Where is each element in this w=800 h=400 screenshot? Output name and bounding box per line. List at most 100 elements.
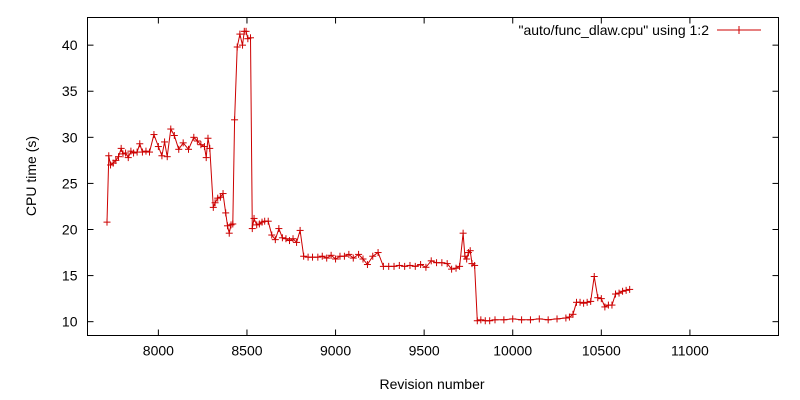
y-tick-label: 20	[62, 222, 78, 238]
data-point	[103, 218, 111, 226]
data-point	[395, 261, 403, 269]
plot-frame	[87, 17, 779, 336]
data-point	[175, 145, 183, 153]
data-point	[271, 236, 279, 244]
data-point	[318, 252, 326, 260]
data-point	[443, 260, 451, 268]
data-point	[264, 217, 272, 225]
data-point	[222, 209, 230, 217]
legend-marker	[735, 26, 743, 34]
y-axis: 10 15 20 25 30 35 40	[62, 37, 779, 330]
data-point	[242, 27, 250, 35]
x-tick-label: 10000	[493, 343, 532, 359]
legend-label: "auto/func_dlaw.cpu" using 1:2	[518, 22, 709, 38]
data-point	[576, 298, 584, 306]
data-point	[340, 252, 348, 260]
data-point	[136, 140, 144, 148]
data-point	[197, 141, 205, 149]
data-point	[390, 262, 398, 270]
data-point	[355, 250, 363, 258]
data-point	[619, 287, 627, 295]
data-point	[448, 265, 456, 273]
data-point	[219, 190, 227, 198]
data-point	[233, 43, 241, 51]
data-point	[193, 137, 201, 145]
y-tick-label: 10	[62, 314, 78, 330]
data-point	[105, 152, 113, 160]
data-point	[250, 214, 258, 222]
data-point	[509, 315, 517, 323]
data-point	[374, 249, 382, 257]
data-point	[332, 255, 340, 263]
legend: "auto/func_dlaw.cpu" using 1:2	[518, 22, 761, 38]
data-point	[209, 203, 217, 211]
data-point	[477, 316, 485, 324]
data-point	[349, 254, 357, 262]
data-point	[146, 148, 154, 156]
data-point	[565, 313, 573, 321]
x-tick-label: 9000	[320, 343, 351, 359]
data-point	[150, 131, 158, 139]
x-tick-label: 10500	[582, 343, 621, 359]
data-point	[158, 152, 166, 160]
data-point	[115, 153, 123, 161]
data-point	[622, 286, 630, 294]
x-tick-label: 8000	[143, 343, 174, 359]
data-point	[300, 252, 308, 260]
data-point	[200, 143, 208, 151]
data-point	[227, 221, 235, 229]
data-point	[268, 231, 276, 239]
data-point	[206, 144, 214, 152]
data-point	[562, 314, 570, 322]
data-point	[293, 238, 301, 246]
data-point	[438, 259, 446, 267]
data-point	[225, 229, 233, 237]
data-point	[615, 289, 623, 297]
data-point	[124, 154, 132, 162]
data-point	[236, 30, 244, 38]
y-tick-label: 25	[62, 175, 78, 191]
y-tick-label: 40	[62, 37, 78, 53]
data-point	[327, 251, 335, 259]
series-group	[103, 27, 634, 325]
data-point	[486, 317, 494, 325]
data-point	[130, 149, 138, 157]
data-point	[229, 220, 237, 228]
data-point	[112, 156, 120, 164]
data-point	[117, 144, 125, 152]
data-point	[223, 222, 231, 230]
data-point	[601, 303, 609, 311]
data-point	[154, 143, 162, 151]
data-point	[369, 252, 377, 260]
data-point	[580, 299, 588, 307]
data-point	[626, 285, 634, 293]
x-axis: 8000 8500 9000 9500 10000 10500 11000	[143, 17, 709, 359]
data-point	[526, 316, 534, 324]
data-point	[611, 290, 619, 298]
x-axis-label: Revision number	[379, 376, 484, 392]
data-point	[597, 295, 605, 303]
data-point	[471, 261, 479, 269]
data-point	[456, 262, 464, 270]
data-point	[275, 225, 283, 233]
data-point	[179, 139, 187, 147]
data-point	[345, 250, 353, 258]
data-point	[323, 254, 331, 262]
x-tick-label: 8500	[231, 343, 262, 359]
data-point	[184, 145, 192, 153]
data-point	[411, 262, 419, 270]
data-point	[553, 315, 561, 323]
data-point	[248, 225, 256, 233]
data-point	[500, 316, 508, 324]
data-point	[282, 235, 290, 243]
data-point	[202, 154, 210, 162]
data-point	[417, 261, 425, 269]
data-point	[138, 148, 146, 156]
data-point	[587, 297, 595, 305]
data-point	[204, 134, 212, 142]
data-point	[406, 261, 414, 269]
x-tick-label: 9500	[409, 343, 440, 359]
data-point	[278, 234, 286, 242]
data-point	[247, 34, 255, 42]
data-point	[285, 237, 293, 245]
